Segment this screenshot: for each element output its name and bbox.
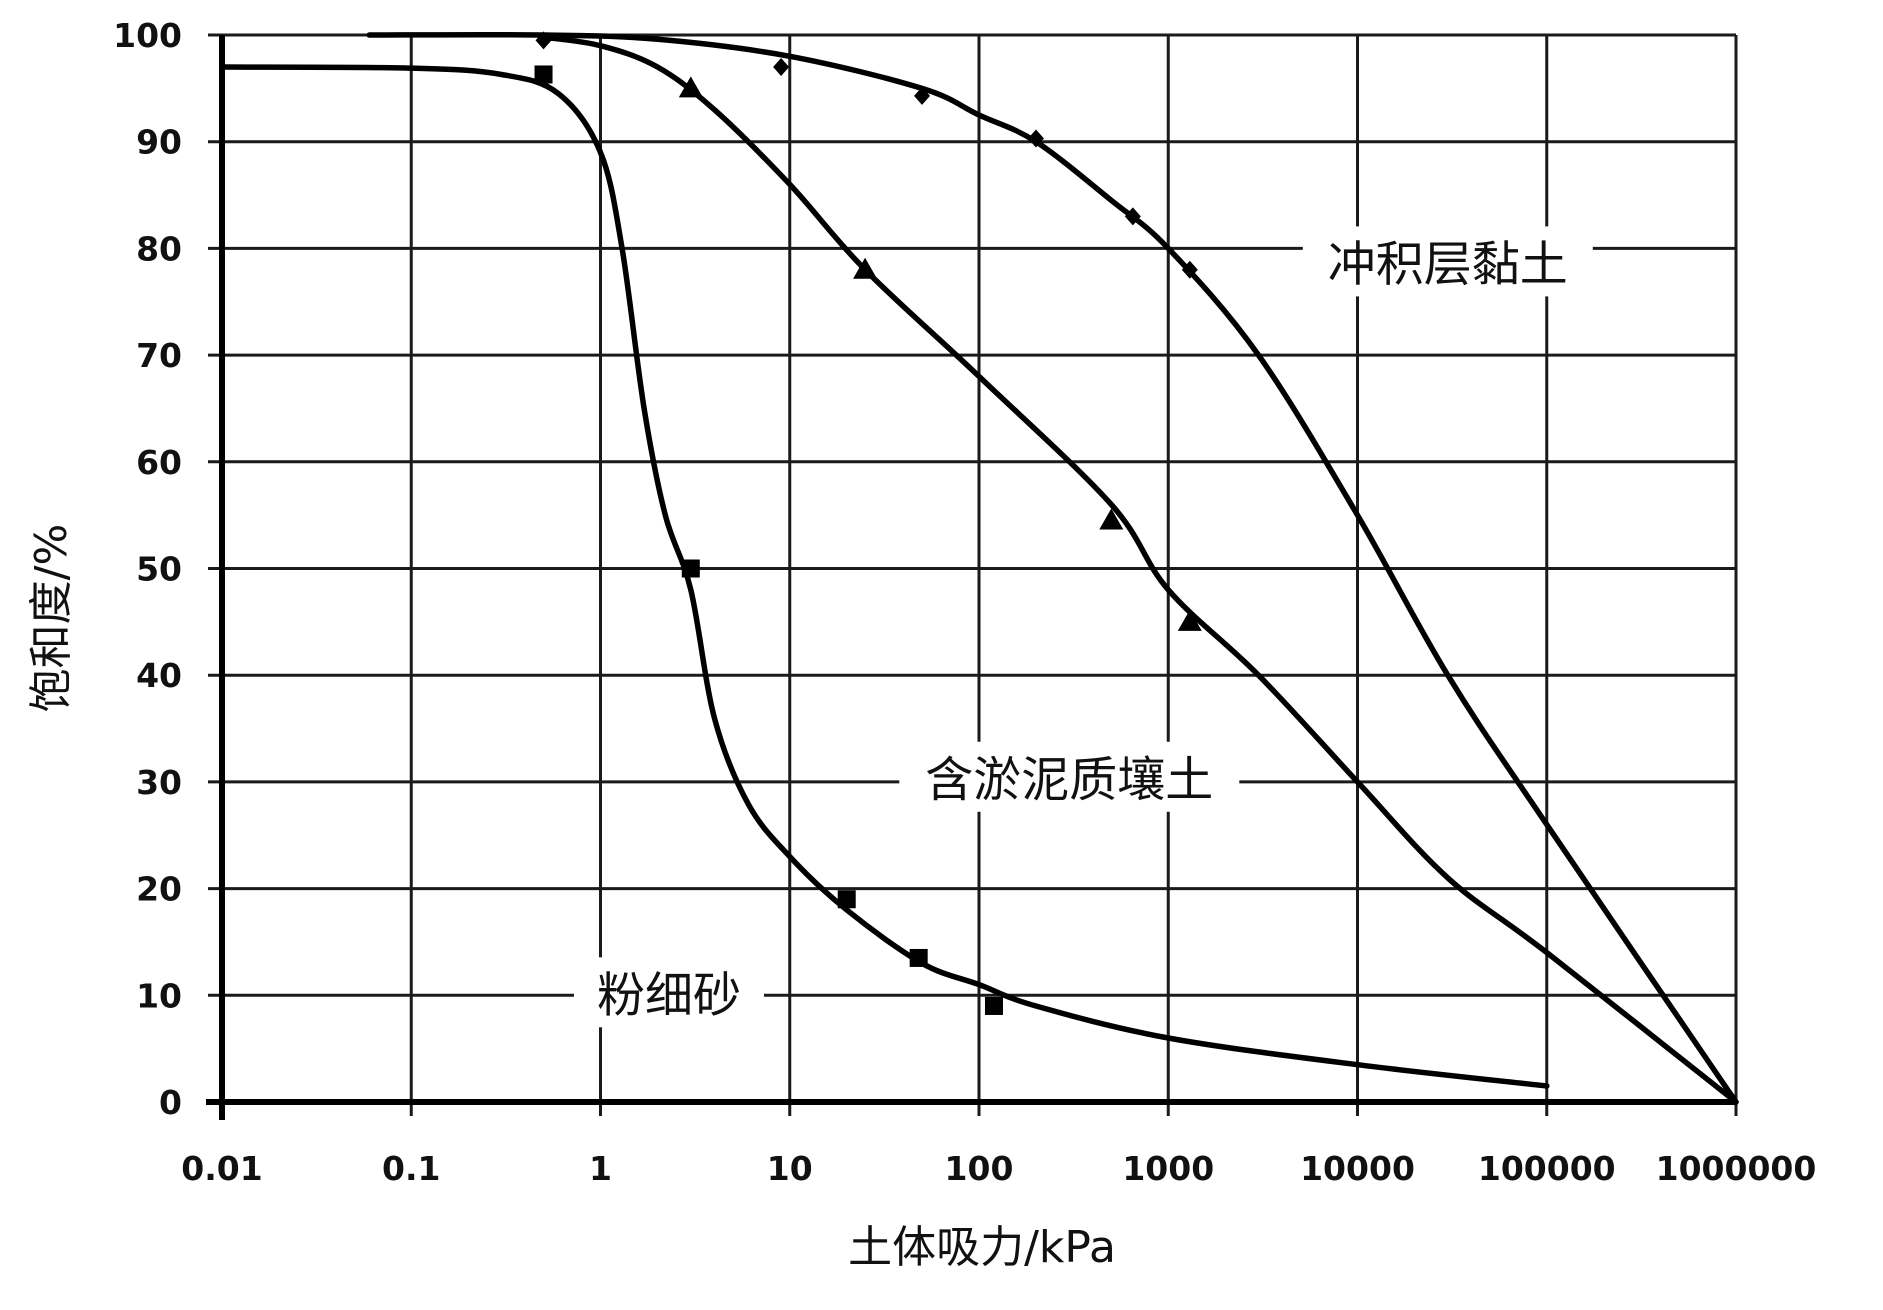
x-tick-label: 0.1 — [382, 1149, 440, 1188]
series-curve-3 — [219, 64, 1550, 1089]
annotation-label: 冲积层黏土 — [1328, 236, 1568, 292]
y-tick-label: 10 — [136, 976, 182, 1015]
data-point-diamond — [773, 58, 790, 77]
x-tick-labels: 0.01 0.1 1 10 100 1000 10000 100000 1000000 — [181, 1149, 1816, 1188]
x-tick-label: 100 — [945, 1149, 1014, 1188]
y-tick-label: 40 — [136, 656, 182, 695]
data-point-triangle — [678, 76, 703, 98]
series-annotation: 冲积层黏土 — [1302, 226, 1593, 297]
data-point-diamond — [1027, 129, 1044, 148]
series-markers — [534, 31, 1202, 1015]
y-tick-label: 70 — [136, 336, 182, 375]
annotation-background — [899, 741, 1240, 812]
y-tick-label: 100 — [113, 16, 182, 55]
x-tick-label: 1000 — [1122, 1149, 1214, 1188]
data-point-square — [837, 890, 856, 909]
annotation-label: 含淤泥质壤土 — [925, 752, 1213, 808]
series-curve-1 — [366, 31, 1739, 1105]
x-tick-label: 0.01 — [181, 1149, 262, 1188]
axes — [206, 35, 1736, 1120]
data-point-diamond — [1124, 207, 1141, 226]
y-tick-labels: 0 10 20 30 40 50 60 70 80 90 100 — [113, 16, 182, 1122]
x-tick-label: 1000000 — [1656, 1149, 1817, 1188]
data-point-triangle — [1099, 508, 1124, 530]
x-tick-label: 10 — [767, 1149, 813, 1188]
x-tick-label: 10000 — [1300, 1149, 1415, 1188]
data-point-square — [909, 948, 928, 967]
annotation-background — [573, 957, 764, 1028]
x-axis-label: 土体吸力/kPa — [848, 1222, 1116, 1273]
x-tick-label: 1 — [589, 1149, 612, 1188]
y-tick-label: 60 — [136, 443, 182, 482]
series-curves — [219, 31, 1739, 1105]
data-point-square — [984, 996, 1003, 1015]
y-tick-label: 0 — [159, 1083, 182, 1122]
series-annotation: 含淤泥质壤土 — [899, 741, 1240, 812]
data-point-diamond — [535, 31, 552, 50]
series-annotation: 粉细砂 — [573, 957, 764, 1028]
data-point-triangle — [853, 257, 878, 279]
series-curve-2 — [540, 34, 1739, 1105]
y-tick-label: 50 — [136, 550, 182, 589]
grid — [208, 33, 1738, 1116]
data-point-triangle — [1177, 609, 1202, 631]
x-tick-label: 100000 — [1478, 1149, 1616, 1188]
data-point-square — [681, 559, 700, 578]
y-tick-label: 20 — [136, 870, 182, 909]
data-point-diamond — [1181, 260, 1198, 279]
annotation-label: 粉细砂 — [597, 967, 741, 1023]
annotation-background — [1302, 226, 1593, 297]
y-tick-label: 30 — [136, 763, 182, 802]
data-point-diamond — [914, 86, 931, 105]
y-axis-label: 饱和度/% — [26, 524, 77, 713]
data-point-square — [534, 65, 553, 84]
y-tick-label: 80 — [136, 229, 182, 268]
y-tick-label: 90 — [136, 123, 182, 162]
